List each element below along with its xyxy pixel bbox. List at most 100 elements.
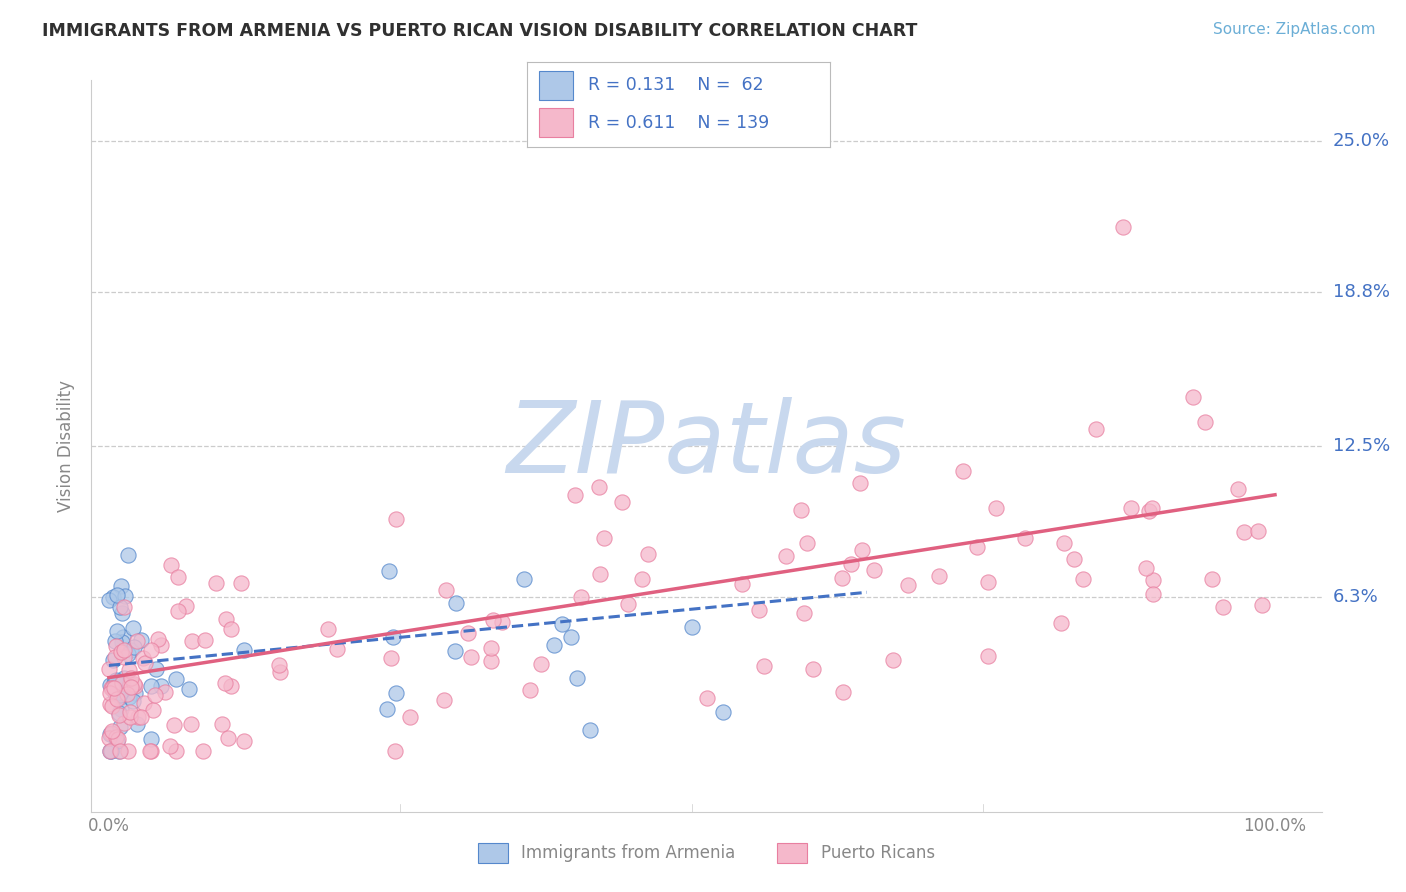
Point xyxy=(117,744,139,758)
Point xyxy=(98,727,121,741)
Point xyxy=(118,710,141,724)
Point xyxy=(139,744,162,758)
Point xyxy=(1052,536,1074,550)
Point xyxy=(111,676,134,690)
Point xyxy=(111,635,134,649)
Point xyxy=(101,681,124,695)
Point xyxy=(127,709,149,723)
Point xyxy=(105,588,128,602)
Point xyxy=(104,649,127,664)
Point xyxy=(519,683,541,698)
Point xyxy=(105,691,128,706)
Point xyxy=(163,718,186,732)
Point xyxy=(98,685,121,699)
Point xyxy=(110,690,132,704)
Point xyxy=(103,681,125,696)
Point xyxy=(588,480,610,494)
Point xyxy=(377,702,399,716)
Point xyxy=(793,606,815,620)
Point xyxy=(215,612,238,626)
Point xyxy=(125,633,148,648)
Point xyxy=(232,642,254,657)
Point xyxy=(1135,560,1157,574)
Point xyxy=(444,644,467,658)
Point xyxy=(120,705,142,719)
Point xyxy=(446,596,468,610)
Point xyxy=(752,658,775,673)
Bar xyxy=(540,71,572,100)
Point xyxy=(110,701,132,715)
Point xyxy=(952,464,974,478)
Point xyxy=(114,589,136,603)
Point xyxy=(481,613,503,627)
Point xyxy=(1182,390,1205,404)
Point xyxy=(211,716,233,731)
Point xyxy=(977,649,1000,664)
Point xyxy=(153,684,176,698)
Point xyxy=(796,536,818,550)
Point xyxy=(637,547,659,561)
Point xyxy=(589,567,612,582)
Point xyxy=(928,569,950,583)
Point xyxy=(110,600,132,615)
Point xyxy=(565,672,588,686)
Point xyxy=(986,500,1008,515)
Point xyxy=(180,634,202,648)
Point xyxy=(139,643,162,657)
Point xyxy=(564,488,586,502)
Point xyxy=(98,662,121,676)
Point xyxy=(229,575,252,590)
Point xyxy=(377,564,399,578)
Point xyxy=(112,715,135,730)
Point xyxy=(98,731,121,745)
Point xyxy=(384,686,406,700)
Point xyxy=(1212,600,1234,615)
Point xyxy=(139,679,162,693)
Point xyxy=(139,744,162,758)
Point xyxy=(839,557,862,571)
Point xyxy=(1250,598,1272,612)
Point xyxy=(457,625,479,640)
Point xyxy=(112,650,135,665)
Point xyxy=(269,665,291,679)
Point xyxy=(104,686,127,700)
Point xyxy=(1227,482,1250,496)
Point xyxy=(120,642,142,657)
Point xyxy=(610,495,633,509)
Point xyxy=(966,540,988,554)
Point xyxy=(460,650,482,665)
Point xyxy=(616,598,638,612)
Point xyxy=(579,723,602,737)
Point xyxy=(232,733,254,747)
Point xyxy=(696,691,718,706)
Point xyxy=(896,578,918,592)
Y-axis label: Vision Disability: Vision Disability xyxy=(58,380,76,512)
Point xyxy=(108,708,131,723)
Text: R = 0.611    N = 139: R = 0.611 N = 139 xyxy=(588,113,769,132)
Point xyxy=(863,563,886,577)
Point xyxy=(117,549,139,563)
Point xyxy=(100,681,122,695)
Text: 18.8%: 18.8% xyxy=(1333,284,1389,301)
Point xyxy=(111,631,134,645)
Point xyxy=(118,677,141,691)
Point xyxy=(139,731,162,746)
Point xyxy=(159,739,181,753)
Point xyxy=(143,689,166,703)
Point xyxy=(1140,501,1163,516)
Point xyxy=(120,680,142,694)
Point xyxy=(105,730,128,744)
Point xyxy=(103,675,125,690)
Point xyxy=(790,503,813,517)
Text: IMMIGRANTS FROM ARMENIA VS PUERTO RICAN VISION DISABILITY CORRELATION CHART: IMMIGRANTS FROM ARMENIA VS PUERTO RICAN … xyxy=(42,22,918,40)
Point xyxy=(101,699,124,714)
Point xyxy=(122,677,145,691)
Point xyxy=(174,599,197,614)
Point xyxy=(571,591,593,605)
Point xyxy=(127,717,149,731)
Point xyxy=(117,648,139,662)
Point xyxy=(98,744,121,758)
Text: ZIPatlas: ZIPatlas xyxy=(506,398,907,494)
Point xyxy=(267,658,290,673)
Point xyxy=(1014,531,1036,545)
